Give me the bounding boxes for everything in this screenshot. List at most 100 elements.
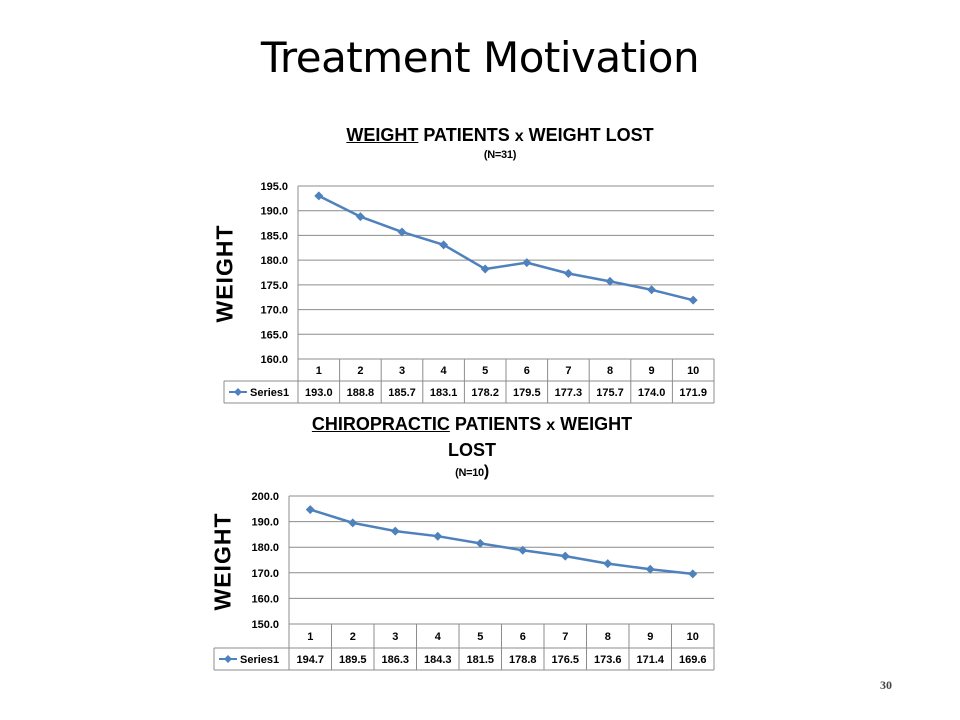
legend-label: Series1 (240, 654, 279, 666)
data-table-value: 179.5 (513, 387, 541, 399)
chart1-title: WEIGHT PATIENTS x WEIGHT LOST (250, 123, 750, 149)
data-table-value: 174.0 (638, 387, 666, 399)
data-table-value: 181.5 (466, 654, 494, 666)
x-category-label: 2 (350, 631, 356, 643)
y-tick-label: 185.0 (260, 230, 288, 242)
x-category-label: 5 (477, 631, 483, 643)
y-tick-label: 170.0 (251, 568, 279, 580)
y-tick-label: 165.0 (260, 329, 288, 341)
legend-marker (224, 655, 232, 663)
data-point (603, 559, 613, 569)
x-category-label: 7 (565, 365, 571, 377)
legend-marker (234, 388, 242, 396)
x-category-label: 7 (562, 631, 568, 643)
chart1-title-mid: PATIENTS (418, 125, 515, 145)
data-table-value: 188.8 (347, 387, 375, 399)
chart2-title-line2: LOST (448, 440, 496, 460)
data-table-value: 184.3 (424, 654, 452, 666)
data-table-value: 178.2 (471, 387, 499, 399)
chart2-title-underlined: CHIROPRACTIC (311, 414, 450, 434)
chart2-title: CHIROPRACTIC PATIENTS x WEIGHT LOST (222, 412, 722, 462)
x-category-label: 1 (307, 631, 313, 643)
data-table-value: 194.7 (296, 654, 324, 666)
data-point (560, 551, 570, 561)
legend-label: Series1 (250, 387, 289, 399)
data-point (518, 545, 528, 555)
chart1-title-rest: WEIGHT LOST (523, 125, 654, 145)
data-table-value: 176.5 (551, 654, 579, 666)
y-tick-label: 190.0 (251, 517, 279, 529)
chart2-title-rest: WEIGHT (555, 414, 633, 434)
data-point (348, 518, 358, 528)
y-tick-label: 180.0 (251, 542, 279, 554)
data-point (647, 285, 657, 295)
chart1-title-underlined: WEIGHT (346, 125, 419, 145)
x-category-label: 10 (687, 365, 699, 377)
x-category-label: 5 (482, 365, 488, 377)
data-table-value: 178.8 (509, 654, 537, 666)
series-line (318, 194, 694, 302)
chart1: 160.0 165.0 170.0 175.0 180.0 185.0 190.0 195.0… (223, 181, 715, 404)
data-point (397, 227, 407, 237)
y-tick-label: 160.0 (260, 354, 288, 366)
data-table-value: 193.0 (305, 387, 333, 399)
chart2-subtitle: (N=10) (222, 463, 722, 481)
x-category-label: 3 (399, 365, 405, 377)
data-point (563, 268, 573, 278)
y-tick-label: 180.0 (260, 255, 288, 267)
x-category-label: 10 (687, 631, 699, 643)
x-category-label: 4 (441, 365, 448, 377)
y-tick-label: 175.0 (260, 280, 288, 292)
data-point (688, 295, 698, 305)
data-point (390, 526, 400, 536)
y-tick-label: 190.0 (260, 206, 288, 218)
data-table-value: 183.1 (430, 387, 458, 399)
data-point (645, 564, 655, 574)
x-category-label: 1 (316, 365, 322, 377)
data-table-value: 171.4 (636, 654, 664, 666)
data-table-value: 177.3 (555, 387, 583, 399)
y-tick-label: 160.0 (251, 593, 279, 605)
data-point (522, 258, 532, 268)
x-category-label: 9 (647, 631, 653, 643)
data-point (439, 240, 449, 250)
y-tick-label: 170.0 (260, 305, 288, 317)
x-category-label: 8 (607, 365, 613, 377)
data-table-value: 189.5 (339, 654, 367, 666)
data-table-value: 185.7 (388, 387, 416, 399)
data-table-value: 175.7 (596, 387, 624, 399)
chart2-subtitle-text: (N=10 (455, 467, 484, 479)
y-tick-label: 150.0 (251, 619, 279, 631)
data-point (355, 212, 365, 222)
chart2-title-mid: PATIENTS (449, 414, 547, 434)
data-table-value: 169.6 (679, 654, 707, 666)
page-number: 30 (880, 678, 892, 692)
data-point (305, 505, 315, 515)
x-category-label: 3 (392, 631, 398, 643)
data-point (688, 569, 698, 579)
series-line (309, 508, 693, 576)
data-table-value: 173.6 (594, 654, 622, 666)
data-point (605, 276, 615, 286)
data-point (314, 191, 324, 201)
data-table-value: 171.9 (679, 387, 707, 399)
x-category-label: 6 (524, 365, 530, 377)
chart2-subtitle-paren: ) (483, 463, 489, 480)
chart1-subtitle: (N=31) (483, 149, 517, 161)
chart2-title-x: x (546, 417, 556, 434)
y-tick-label: 200.0 (251, 491, 279, 503)
data-point (475, 538, 485, 548)
chart2: 150.0 160.0 170.0 180.0 190.0 200.0 1 2 3 4 5 6 7 8 9 1… (213, 491, 715, 671)
x-category-label: 9 (649, 365, 655, 377)
chart1-title-x: x (514, 128, 524, 145)
x-category-label: 8 (605, 631, 611, 643)
x-category-label: 4 (435, 631, 442, 643)
x-category-label: 6 (520, 631, 526, 643)
data-point (480, 264, 490, 274)
data-table-value: 186.3 (381, 654, 409, 666)
y-tick-label: 195.0 (260, 181, 288, 193)
x-category-label: 2 (357, 365, 363, 377)
slide-title: Treatment Motivation (260, 33, 700, 82)
data-point (433, 531, 443, 541)
